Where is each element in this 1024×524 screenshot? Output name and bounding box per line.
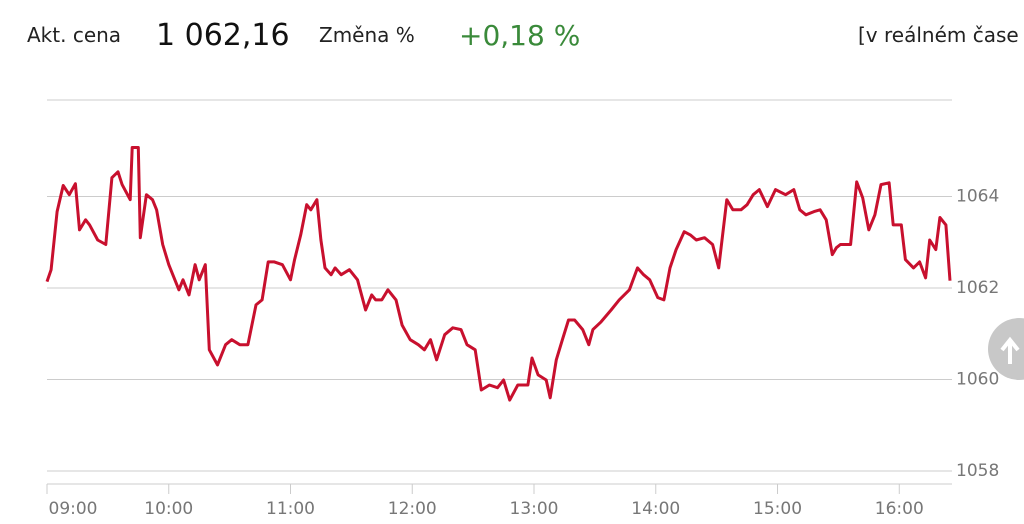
realtime-link[interactable]: [v reálném čase bbox=[858, 23, 1019, 47]
x-tick-label: 09:00 bbox=[49, 499, 98, 519]
x-tick-label: 10:00 bbox=[144, 499, 193, 519]
x-tick-label: 12:00 bbox=[388, 499, 437, 519]
scroll-top-button[interactable] bbox=[988, 318, 1024, 380]
price-label: Akt. cena bbox=[27, 23, 122, 47]
x-tick-label: 13:00 bbox=[510, 499, 559, 519]
x-tick-label: 11:00 bbox=[266, 499, 315, 519]
arrow-icon bbox=[1000, 336, 1020, 364]
price: 1 062,16 bbox=[156, 17, 290, 53]
change-label: Změna % bbox=[319, 23, 415, 47]
x-tick-label: 16:00 bbox=[875, 499, 924, 519]
price-line bbox=[45, 146, 952, 402]
y-tick-label: 1064 bbox=[956, 187, 999, 207]
change: +0,18 % bbox=[459, 18, 581, 52]
y-tick-label: 1058 bbox=[956, 461, 999, 481]
y-tick-label: 1062 bbox=[956, 278, 999, 298]
x-tick-label: 14:00 bbox=[631, 499, 680, 519]
x-tick-label: 15:00 bbox=[753, 499, 802, 519]
y-tick-label: 1060 bbox=[956, 370, 999, 390]
